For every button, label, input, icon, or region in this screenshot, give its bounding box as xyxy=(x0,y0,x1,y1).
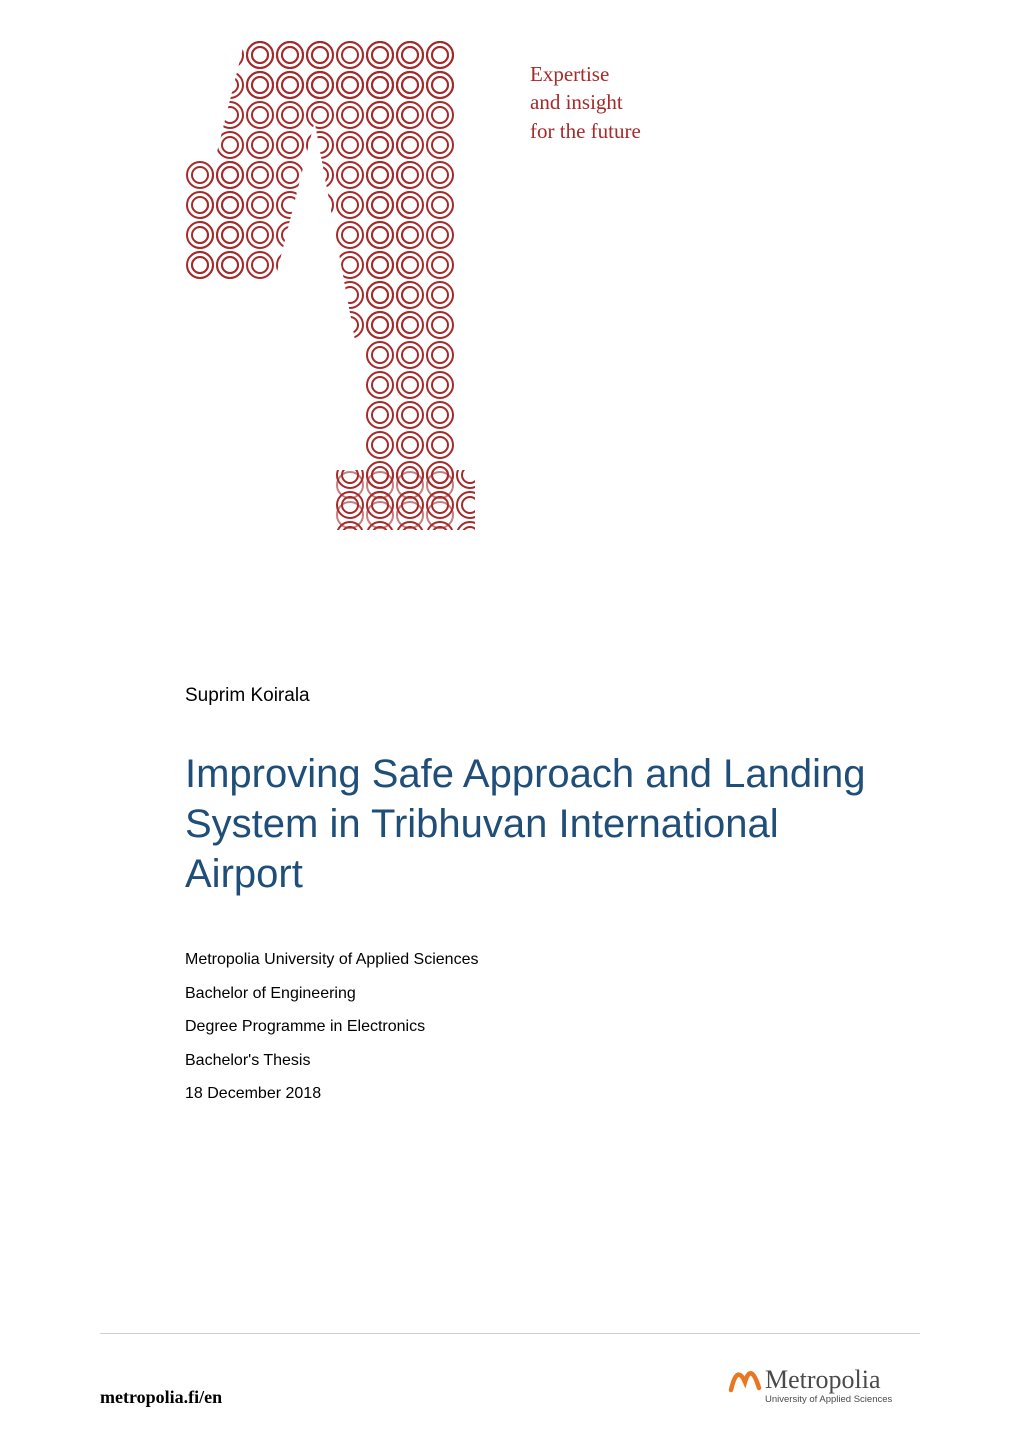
footer-divider xyxy=(100,1333,920,1334)
thesis-title: Improving Safe Approach and Landing Syst… xyxy=(185,749,880,899)
content-block: Suprim Koirala Improving Safe Approach a… xyxy=(185,685,920,1111)
footer-logo-text: Metropolia xyxy=(765,1365,881,1394)
author-name: Suprim Koirala xyxy=(185,685,880,707)
footer-logo-svg: Metropolia University of Applied Science… xyxy=(725,1358,920,1408)
tagline: Expertise and insight for the future xyxy=(530,40,641,145)
tagline-line-2: and insight xyxy=(530,88,641,116)
footer-logo-subtext: University of Applied Sciences xyxy=(765,1394,893,1405)
tagline-line-1: Expertise xyxy=(530,60,641,88)
meta-list: Metropolia University of Applied Science… xyxy=(185,943,880,1111)
footer: metropolia.fi/en Metropolia University o… xyxy=(100,1333,920,1408)
meta-degree: Bachelor of Engineering xyxy=(185,977,880,1011)
meta-date: 18 December 2018 xyxy=(185,1077,880,1111)
m-mark-svg xyxy=(185,40,475,530)
meta-doc-type: Bachelor's Thesis xyxy=(185,1044,880,1078)
metropolia-m-mark xyxy=(185,40,475,530)
metropolia-footer-logo: Metropolia University of Applied Science… xyxy=(725,1358,920,1408)
tagline-line-3: for the future xyxy=(530,117,641,145)
header-row: Expertise and insight for the future xyxy=(185,40,920,530)
thesis-cover-page: Expertise and insight for the future Sup… xyxy=(0,0,1020,1442)
footer-url: metropolia.fi/en xyxy=(100,1387,222,1408)
footer-row: metropolia.fi/en Metropolia University o… xyxy=(100,1358,920,1408)
meta-programme: Degree Programme in Electronics xyxy=(185,1010,880,1044)
meta-institution: Metropolia University of Applied Science… xyxy=(185,943,880,977)
